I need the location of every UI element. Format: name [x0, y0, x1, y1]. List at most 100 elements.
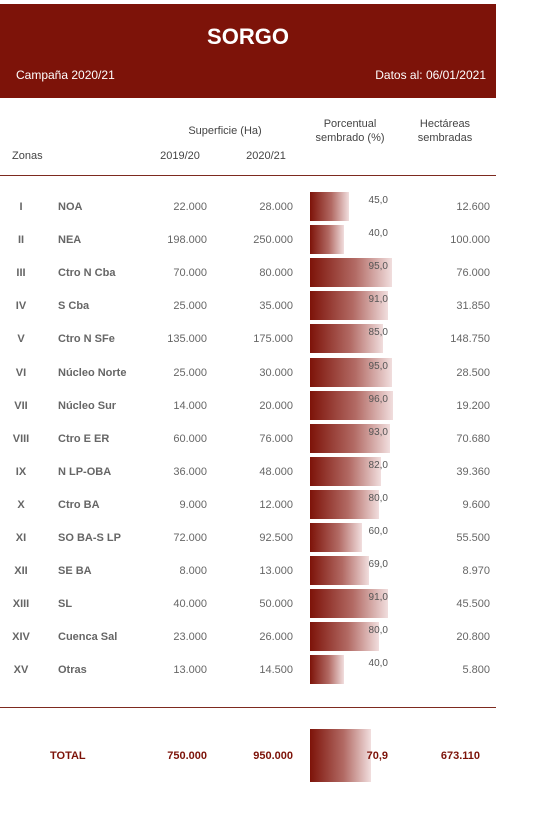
total-year-2: 950.000	[253, 750, 293, 762]
zone-name: N LP-OBA	[58, 465, 112, 478]
percent-value: 91,0	[368, 294, 388, 306]
percent-bar	[310, 456, 381, 486]
table-row: IX N LP-OBA 36.000 48.000 82,0 39.360	[0, 456, 496, 490]
surface-2020-21: 250.000	[253, 234, 293, 247]
header-divider	[0, 175, 496, 176]
hectareas-sembradas: 20.800	[456, 631, 490, 644]
zone-name: SO BA-S LP	[58, 532, 121, 544]
table-row: XI SO BA-S LP 72.000 92.500 60,0 55.500	[0, 523, 496, 556]
percent-value: 69,0	[368, 559, 388, 571]
total-percent: 70,9	[366, 750, 388, 762]
total-divider	[0, 707, 496, 708]
surface-2020-21: 26.000	[259, 631, 293, 644]
percent-value: 96,0	[368, 393, 388, 405]
percent-bar	[310, 390, 393, 420]
percent-bar	[310, 291, 389, 321]
surface-2019-20: 25.000	[173, 366, 207, 379]
zone-number: VIII	[12, 432, 30, 445]
table-row: V Ctro N SFe 135.000 175.000 85,0 148.750	[0, 324, 496, 357]
zone-number: XV	[13, 664, 29, 677]
zone-name: S Cba	[58, 300, 90, 313]
table-row: II NEA 198.000 250.000 40,0 100.000	[0, 225, 496, 258]
header-zonas: Zonas	[12, 150, 43, 162]
percent-bar	[310, 622, 379, 652]
zone-number: XIII	[12, 598, 30, 611]
surface-2020-21: 50.000	[259, 598, 293, 611]
report-title: SORGO	[207, 24, 289, 49]
percent-bar	[310, 423, 390, 453]
percent-value: 85,0	[368, 327, 388, 339]
percent-value: 60,0	[368, 526, 388, 537]
surface-2020-21: 76.000	[259, 432, 293, 445]
percent-value: 80,0	[368, 625, 388, 637]
table-row: XIV Cuenca Sal 23.000 26.000 80,0 20.800	[0, 622, 496, 655]
percent-value: 82,0	[368, 459, 388, 471]
hectareas-sembradas: 39.360	[456, 465, 490, 478]
hectareas-sembradas: 28.500	[456, 366, 490, 379]
surface-2019-20: 14.000	[173, 399, 207, 412]
surface-2020-21: 30.000	[259, 366, 293, 379]
zone-name: SL	[58, 598, 73, 611]
header-porcentual-line1: Porcentual	[323, 118, 377, 130]
surface-2020-21: 48.000	[259, 465, 293, 478]
percent-value: 40,0	[368, 658, 388, 670]
zone-number: X	[17, 498, 25, 511]
percent-value: 95,0	[368, 261, 388, 273]
surface-2019-20: 70.000	[173, 267, 207, 280]
table-row: I NOA 22.000 28.000 45,0 12.600	[0, 192, 496, 225]
zone-name: Otras	[58, 664, 87, 677]
surface-2019-20: 8.000	[179, 565, 207, 578]
surface-2020-21: 175.000	[253, 333, 293, 346]
percent-bar	[310, 523, 362, 552]
surface-2020-21: 92.500	[259, 532, 293, 544]
zone-name: Núcleo Sur	[58, 399, 117, 412]
surface-2019-20: 13.000	[173, 664, 207, 677]
total-row: TOTAL 750.000 950.000 70,9 673.110	[0, 729, 496, 782]
zone-number: XI	[15, 532, 27, 544]
percent-bar	[310, 357, 392, 387]
surface-2019-20: 40.000	[173, 598, 207, 611]
zone-name: NOA	[58, 201, 83, 213]
percent-bar	[310, 489, 379, 519]
zone-name: Núcleo Norte	[58, 366, 127, 379]
total-year-1: 750.000	[167, 750, 207, 762]
zone-number: IX	[15, 465, 27, 478]
surface-2019-20: 25.000	[173, 300, 207, 313]
surface-2020-21: 20.000	[259, 399, 293, 412]
hectareas-sembradas: 55.500	[456, 532, 490, 544]
surface-2019-20: 198.000	[167, 234, 207, 247]
surface-2020-21: 28.000	[259, 201, 293, 213]
percent-bar	[310, 192, 349, 221]
percent-value: 40,0	[368, 228, 388, 240]
hectareas-sembradas: 70.680	[456, 432, 490, 445]
percent-value: 93,0	[368, 426, 388, 438]
header-year-1: 2019/20	[160, 150, 200, 162]
table-row: X Ctro BA 9.000 12.000 80,0 9.600	[0, 489, 496, 523]
zone-number: VII	[14, 399, 28, 412]
percent-bar	[310, 225, 345, 255]
surface-2019-20: 9.000	[179, 498, 207, 511]
percent-value: 91,0	[368, 592, 388, 604]
header-hectareas-line1: Hectáreas	[419, 118, 471, 130]
zone-name: Cuenca Sal	[58, 631, 118, 644]
zone-number: II	[17, 234, 25, 247]
table-row: XIII SL 40.000 50.000 91,0 45.500	[0, 589, 496, 622]
hectareas-sembradas: 31.850	[456, 300, 490, 313]
surface-2019-20: 72.000	[173, 532, 207, 544]
surface-2020-21: 80.000	[259, 267, 293, 280]
total-hectareas: 673.110	[440, 750, 480, 762]
zone-name: Ctro N Cba	[58, 267, 116, 280]
report-header: SORGO Campaña 2020/21 Datos al: 06/01/20…	[0, 4, 496, 98]
surface-2020-21: 14.500	[259, 664, 293, 677]
table-row: VIII Ctro E ER 60.000 76.000 93,0 70.680	[0, 423, 496, 457]
percent-bar	[310, 258, 392, 288]
surface-2019-20: 23.000	[173, 631, 207, 644]
percent-value: 80,0	[368, 492, 388, 504]
surface-2019-20: 22.000	[173, 201, 207, 213]
table-row: VI Núcleo Norte 25.000 30.000 95,0 28.500	[0, 357, 496, 391]
campaign-label: Campaña 2020/21	[16, 68, 115, 82]
surface-2019-20: 135.000	[167, 333, 207, 346]
percent-bar	[310, 655, 345, 685]
hectareas-sembradas: 5.800	[462, 664, 490, 677]
hectareas-sembradas: 19.200	[456, 399, 490, 412]
